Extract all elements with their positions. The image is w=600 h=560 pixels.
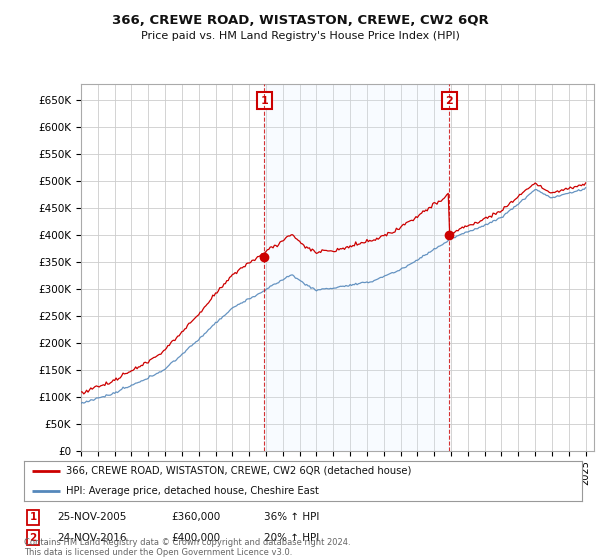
Text: 1: 1 [260, 96, 268, 105]
Text: £360,000: £360,000 [171, 512, 220, 522]
Text: 2: 2 [445, 96, 453, 105]
Text: 366, CREWE ROAD, WISTASTON, CREWE, CW2 6QR (detached house): 366, CREWE ROAD, WISTASTON, CREWE, CW2 6… [66, 466, 411, 476]
Text: 25-NOV-2005: 25-NOV-2005 [57, 512, 127, 522]
Text: 366, CREWE ROAD, WISTASTON, CREWE, CW2 6QR: 366, CREWE ROAD, WISTASTON, CREWE, CW2 6… [112, 14, 488, 27]
Text: HPI: Average price, detached house, Cheshire East: HPI: Average price, detached house, Ches… [66, 486, 319, 496]
Text: 1: 1 [29, 512, 37, 522]
Text: 36% ↑ HPI: 36% ↑ HPI [264, 512, 319, 522]
Text: £400,000: £400,000 [171, 533, 220, 543]
Text: 2: 2 [29, 533, 37, 543]
Text: 24-NOV-2016: 24-NOV-2016 [57, 533, 127, 543]
Text: Price paid vs. HM Land Registry's House Price Index (HPI): Price paid vs. HM Land Registry's House … [140, 31, 460, 41]
Text: Contains HM Land Registry data © Crown copyright and database right 2024.
This d: Contains HM Land Registry data © Crown c… [24, 538, 350, 557]
Bar [265, 84, 449, 451]
Text: 20% ↑ HPI: 20% ↑ HPI [264, 533, 319, 543]
